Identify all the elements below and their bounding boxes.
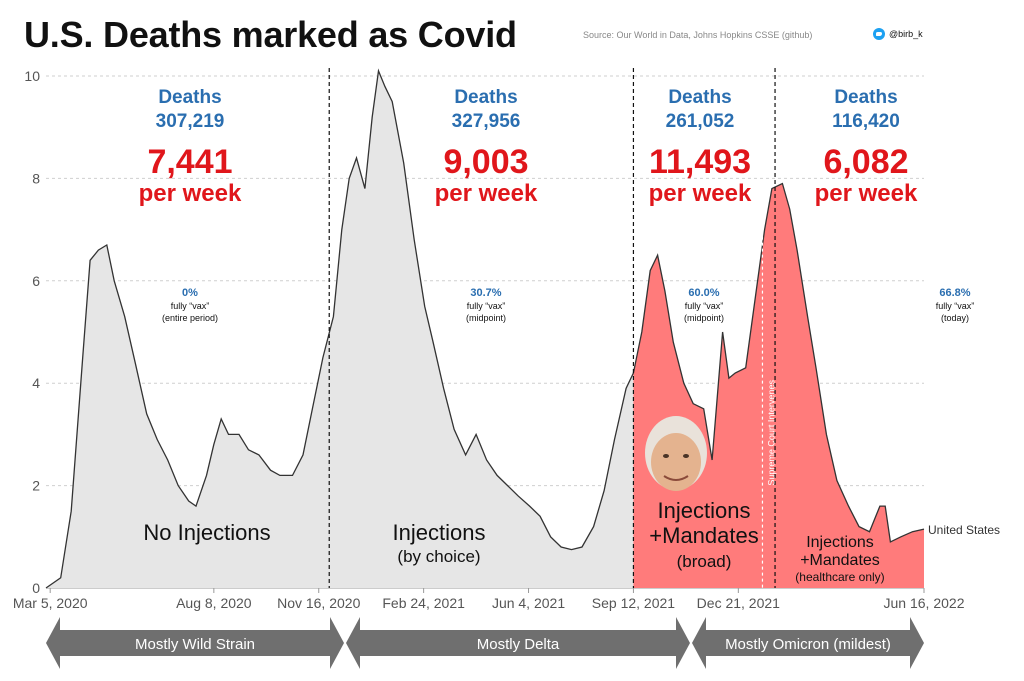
x-tick-label: Feb 24, 2021 bbox=[382, 595, 465, 611]
period-deaths-label: Deaths bbox=[454, 87, 517, 108]
period-weekly-value: 11,493 bbox=[649, 143, 751, 181]
vax-percent: 60.0% bbox=[688, 287, 719, 299]
vax-note: (midpoint) bbox=[684, 313, 724, 323]
period-weekly-value: 7,441 bbox=[147, 143, 232, 181]
strain-arrows: Mostly Wild Strain Mostly Delta Mostly Omi… bbox=[46, 617, 924, 669]
period-label-sub: (broad) bbox=[677, 552, 732, 571]
twitter-bird-icon bbox=[873, 28, 885, 40]
period-weekly-label: per week bbox=[649, 180, 752, 207]
period-weekly-label: per week bbox=[139, 180, 242, 207]
chart-title: U.S. Deaths marked as Covid bbox=[24, 14, 517, 55]
y-tick-label: 6 bbox=[32, 273, 40, 289]
period-weekly-label: per week bbox=[435, 180, 538, 207]
y-tick-label: 8 bbox=[32, 170, 40, 186]
vax-label: fully “vax” bbox=[936, 301, 975, 311]
portrait-eye bbox=[683, 454, 689, 458]
strain-arrow-wild bbox=[46, 617, 344, 669]
court-label: Supreme Court Intervenes bbox=[766, 380, 776, 486]
y-tick-label: 10 bbox=[24, 68, 40, 84]
period-deaths-value: 327,956 bbox=[452, 111, 521, 132]
portrait-face bbox=[651, 433, 701, 491]
y-tick-label: 4 bbox=[32, 375, 40, 391]
strain-arrow-omicron bbox=[692, 617, 924, 669]
period-weekly-value: 9,003 bbox=[443, 143, 528, 181]
period-label-sub: (healthcare only) bbox=[795, 570, 884, 584]
vax-note: (today) bbox=[941, 313, 969, 323]
period-label: +Mandates bbox=[800, 552, 880, 569]
period-label: +Mandates bbox=[649, 523, 758, 548]
vax-label: fully “vax” bbox=[685, 301, 724, 311]
vax-label: fully “vax” bbox=[467, 301, 506, 311]
person-portrait-icon bbox=[645, 416, 707, 491]
strain-arrow-delta-label: Mostly Delta bbox=[477, 636, 560, 653]
area-pre-mandate bbox=[46, 70, 634, 588]
period-label: No Injections bbox=[143, 520, 270, 545]
x-tick-label: Jun 16, 2022 bbox=[884, 595, 965, 611]
x-tick-label: Nov 16, 2020 bbox=[277, 595, 360, 611]
series-line bbox=[45, 68, 925, 589]
vax-percent: 0% bbox=[182, 287, 198, 299]
x-tick-label: Jun 4, 2021 bbox=[492, 595, 565, 611]
period-deaths-value: 307,219 bbox=[156, 111, 225, 132]
period-deaths-label: Deaths bbox=[668, 87, 731, 108]
period-weekly-value: 6,082 bbox=[823, 143, 908, 181]
x-tick-label: Mar 5, 2020 bbox=[13, 595, 88, 611]
period-label-sub: (by choice) bbox=[397, 547, 480, 566]
strain-arrow-omicron-label: Mostly Omicron (mildest) bbox=[725, 636, 891, 653]
marks-layer: United States Supreme Court Intervenes bbox=[45, 68, 1000, 589]
period-label: Injections bbox=[393, 520, 486, 545]
period-deaths-value: 261,052 bbox=[666, 111, 735, 132]
source-note: Source: Our World in Data, Johns Hopkins… bbox=[583, 30, 813, 40]
period-label: Injections bbox=[658, 498, 751, 523]
author-handle[interactable]: @birb_k bbox=[873, 28, 923, 40]
x-tick-label: Sep 12, 2021 bbox=[592, 595, 676, 611]
vax-note: (entire period) bbox=[162, 313, 218, 323]
y-tick-label: 2 bbox=[32, 478, 40, 494]
vax-percent: 66.8% bbox=[939, 287, 970, 299]
handle-text: @birb_k bbox=[889, 29, 923, 39]
vax-percent: 30.7% bbox=[470, 287, 501, 299]
vax-note: (midpoint) bbox=[466, 313, 506, 323]
series-label: United States bbox=[928, 523, 1000, 537]
period-label: Injections bbox=[806, 534, 874, 551]
period-weekly-label: per week bbox=[815, 180, 918, 207]
period-deaths-label: Deaths bbox=[158, 87, 221, 108]
portrait-mouth bbox=[663, 475, 689, 481]
x-tick-label: Dec 21, 2021 bbox=[697, 595, 780, 611]
vax-label: fully “vax” bbox=[171, 301, 210, 311]
period-deaths-label: Deaths bbox=[834, 87, 897, 108]
period-deaths-value: 116,420 bbox=[832, 111, 900, 132]
strain-arrow-wild-label: Mostly Wild Strain bbox=[135, 636, 255, 653]
portrait-eye bbox=[663, 454, 669, 458]
x-tick-label: Aug 8, 2020 bbox=[176, 595, 252, 611]
strain-arrow-delta bbox=[346, 617, 690, 669]
y-tick-label: 0 bbox=[32, 580, 40, 596]
